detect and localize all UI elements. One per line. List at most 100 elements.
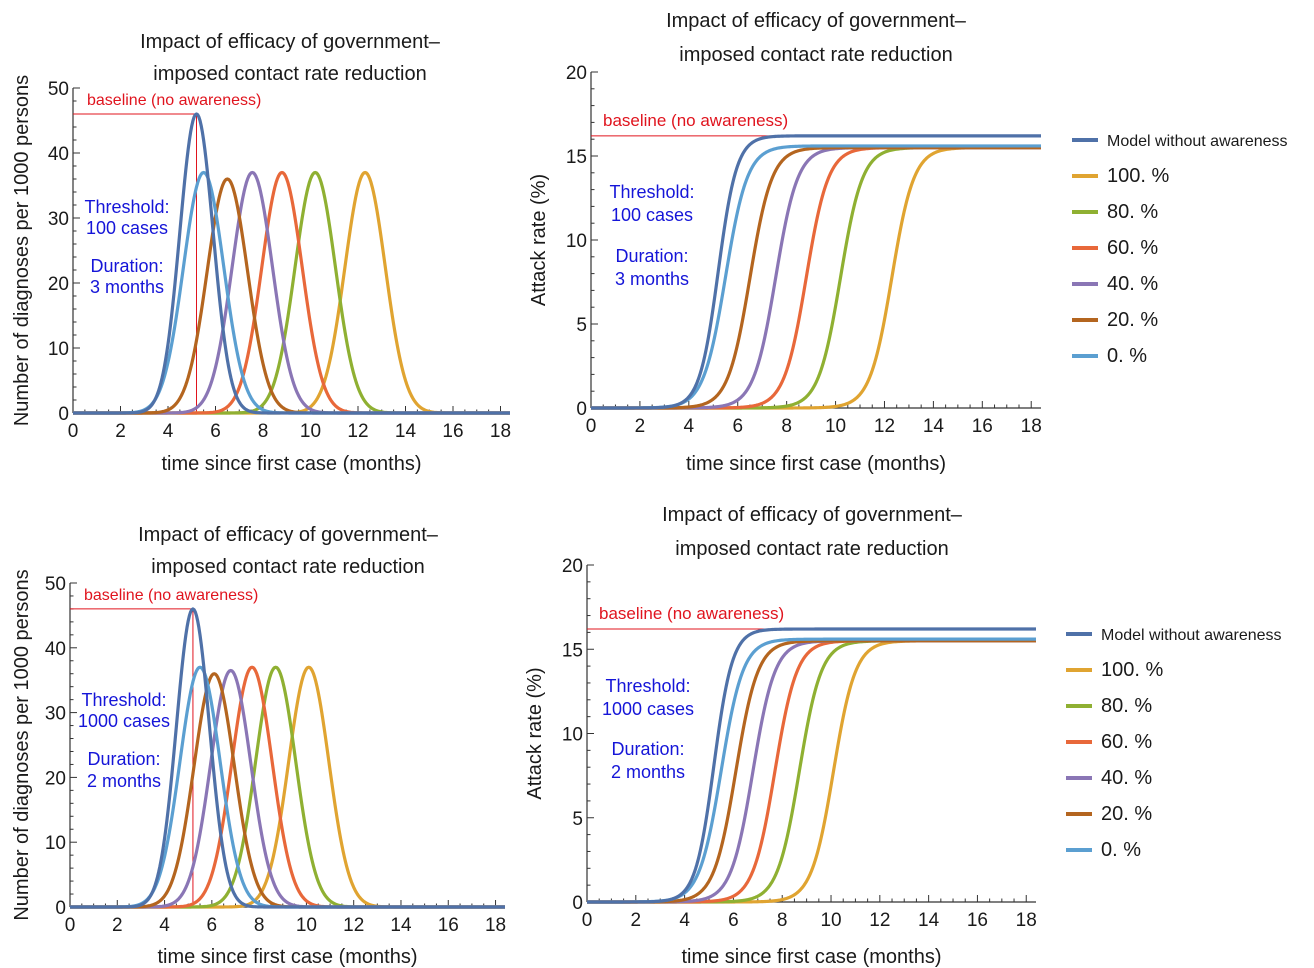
duration-annotation: 3 months bbox=[90, 277, 164, 297]
x-tick-label: 8 bbox=[258, 421, 269, 442]
y-axis-label: Attack rate (%) bbox=[524, 667, 546, 799]
y-tick-label: 5 bbox=[572, 809, 583, 830]
x-axis-label: time since first case (months) bbox=[157, 946, 417, 968]
y-tick-label: 0 bbox=[576, 399, 587, 420]
threshold-annotation: 100 cases bbox=[611, 205, 693, 225]
x-tick-label: 10 bbox=[825, 416, 846, 437]
y-tick-label: 40 bbox=[45, 639, 66, 660]
chart-title-line: imposed contact rate reduction bbox=[151, 556, 425, 578]
chart-title-line: Impact of efficacy of government– bbox=[666, 10, 967, 32]
legend-entry: 100. % bbox=[1107, 165, 1169, 187]
y-tick-label: 15 bbox=[562, 640, 583, 661]
y-tick-label: 5 bbox=[576, 315, 587, 336]
x-tick-label: 0 bbox=[582, 910, 593, 931]
y-tick-label: 50 bbox=[48, 79, 69, 100]
x-tick-label: 0 bbox=[586, 416, 597, 437]
x-tick-label: 18 bbox=[1021, 416, 1042, 437]
x-tick-label: 0 bbox=[65, 915, 76, 936]
y-tick-label: 20 bbox=[562, 556, 583, 577]
threshold-annotation: Threshold: bbox=[605, 676, 690, 696]
x-tick-label: 18 bbox=[485, 915, 506, 936]
x-tick-label: 6 bbox=[732, 416, 743, 437]
legend-entry: 0. % bbox=[1107, 345, 1147, 367]
duration-annotation: Duration: bbox=[87, 749, 160, 769]
duration-annotation: Duration: bbox=[90, 256, 163, 276]
duration-annotation: 2 months bbox=[611, 762, 685, 782]
series-line-6 bbox=[72, 112, 511, 415]
threshold-annotation: Threshold: bbox=[84, 197, 169, 217]
x-tick-label: 16 bbox=[442, 421, 463, 442]
x-tick-label: 18 bbox=[490, 421, 511, 442]
x-tick-label: 18 bbox=[1016, 910, 1037, 931]
y-tick-label: 0 bbox=[58, 404, 69, 425]
x-tick-label: 12 bbox=[874, 416, 895, 437]
x-axis-label: time since first case (months) bbox=[686, 453, 946, 475]
x-tick-label: 2 bbox=[631, 910, 642, 931]
x-tick-label: 16 bbox=[972, 416, 993, 437]
legend-entry: 40. % bbox=[1101, 767, 1152, 789]
series-line-6 bbox=[590, 134, 1042, 410]
legend-entry: Model without awareness bbox=[1107, 133, 1288, 150]
y-tick-label: 20 bbox=[48, 274, 69, 295]
baseline-label: baseline (no awareness) bbox=[599, 604, 784, 623]
legend: Model without awareness 100. % 80. % 60. % 4… bbox=[1066, 627, 1282, 861]
x-tick-label: 0 bbox=[68, 421, 79, 442]
x-tick-label: 6 bbox=[210, 421, 221, 442]
y-tick-label: 40 bbox=[48, 144, 69, 165]
threshold-annotation: 1000 cases bbox=[78, 711, 170, 731]
x-tick-label: 2 bbox=[112, 915, 123, 936]
x-axis-label: time since first case (months) bbox=[681, 946, 941, 968]
x-tick-label: 8 bbox=[781, 416, 792, 437]
chart-title-line: imposed contact rate reduction bbox=[675, 538, 949, 560]
legend-entry: 80. % bbox=[1107, 201, 1158, 223]
legend-entry: 0. % bbox=[1101, 839, 1141, 861]
y-tick-label: 30 bbox=[45, 704, 66, 725]
legend: Model without awareness 100. % 80. % 60. % 4… bbox=[1072, 133, 1288, 367]
baseline-label: baseline (no awareness) bbox=[87, 92, 261, 109]
x-tick-label: 16 bbox=[967, 910, 988, 931]
duration-annotation: 3 months bbox=[615, 269, 689, 289]
chart-title-line: Impact of efficacy of government– bbox=[140, 31, 441, 53]
baseline-label: baseline (no awareness) bbox=[84, 587, 258, 604]
x-tick-label: 12 bbox=[343, 915, 364, 936]
x-tick-label: 10 bbox=[296, 915, 317, 936]
chart-panel-top-left: Impact of efficacy of government– imposed… bbox=[11, 31, 511, 475]
x-tick-label: 6 bbox=[207, 915, 218, 936]
x-tick-label: 4 bbox=[159, 915, 170, 936]
threshold-annotation: Threshold: bbox=[81, 690, 166, 710]
x-tick-label: 2 bbox=[635, 416, 646, 437]
x-tick-label: 6 bbox=[728, 910, 739, 931]
chart-title-line: Impact of efficacy of government– bbox=[662, 504, 963, 526]
y-tick-label: 0 bbox=[55, 898, 66, 919]
x-tick-label: 10 bbox=[820, 910, 841, 931]
y-tick-label: 10 bbox=[562, 725, 583, 746]
duration-annotation: Duration: bbox=[611, 739, 684, 759]
legend-entry: 20. % bbox=[1107, 309, 1158, 331]
legend-entry: 40. % bbox=[1107, 273, 1158, 295]
y-tick-label: 10 bbox=[48, 339, 69, 360]
y-tick-label: 20 bbox=[566, 63, 587, 84]
legend-entry: 100. % bbox=[1101, 659, 1163, 681]
y-tick-label: 10 bbox=[45, 833, 66, 854]
x-tick-label: 2 bbox=[115, 421, 126, 442]
x-tick-label: 12 bbox=[869, 910, 890, 931]
legend-entry: 60. % bbox=[1101, 731, 1152, 753]
legend-entry: 20. % bbox=[1101, 803, 1152, 825]
x-tick-label: 10 bbox=[300, 421, 321, 442]
y-tick-label: 50 bbox=[45, 574, 66, 595]
x-tick-label: 14 bbox=[395, 421, 417, 442]
baseline-label: baseline (no awareness) bbox=[603, 111, 788, 130]
y-tick-label: 10 bbox=[566, 231, 587, 252]
x-tick-label: 4 bbox=[679, 910, 690, 931]
y-tick-label: 30 bbox=[48, 209, 69, 230]
series-line-6 bbox=[586, 627, 1037, 904]
chart-panel-bottom-left: Impact of efficacy of government– imposed… bbox=[11, 524, 506, 968]
x-tick-label: 4 bbox=[163, 421, 174, 442]
x-axis-label: time since first case (months) bbox=[161, 453, 421, 475]
y-tick-label: 20 bbox=[45, 768, 66, 789]
y-axis-label: Number of diagnoses per 1000 persons bbox=[11, 75, 33, 426]
x-tick-label: 8 bbox=[777, 910, 788, 931]
chart-title-line: imposed contact rate reduction bbox=[679, 44, 953, 66]
x-tick-label: 16 bbox=[438, 915, 459, 936]
